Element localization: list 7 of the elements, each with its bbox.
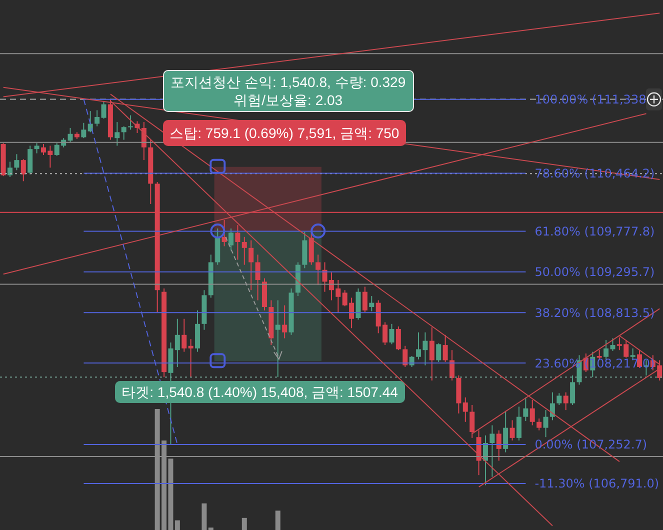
band-label: 스탑: 759.1 (0.69%) 7,591, 금액: 750 bbox=[162, 120, 406, 146]
ref-line-label: 61.80% (109,777.8) bbox=[534, 224, 655, 238]
ref-line-label: -11.30% (106,791.0) bbox=[534, 476, 660, 491]
annotation: 포지션청산 손익: 1,540.8, 수량: 0.329 위험/보상율: 2.03 bbox=[162, 70, 414, 112]
ref-line-label: 50.00% (109,295.7) bbox=[534, 265, 655, 280]
band-label: 타겟: 1,540.8 (1.40%) 15,408, 금액: 1507.44 bbox=[114, 381, 405, 404]
ref-line-label: 38.20% (108,813.5) bbox=[534, 306, 655, 320]
